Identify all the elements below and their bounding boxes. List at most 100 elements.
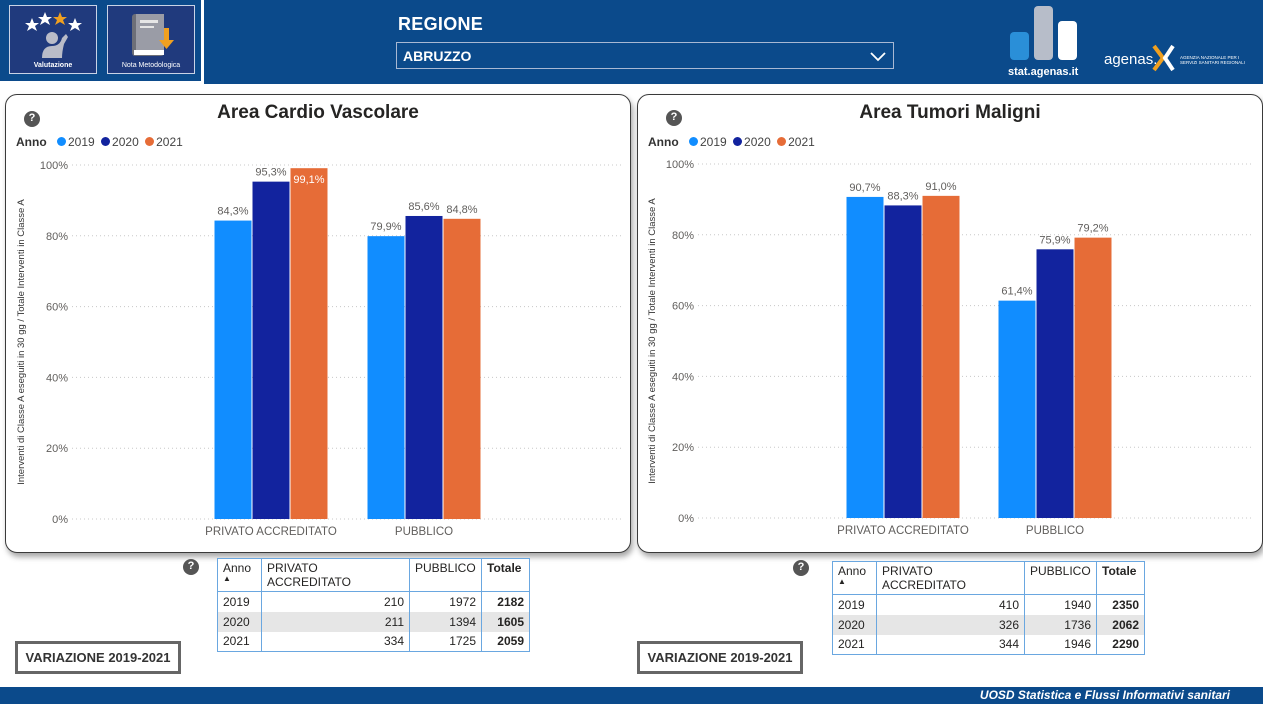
rating-stars-icon <box>25 12 82 58</box>
help-icon[interactable] <box>24 111 40 127</box>
region-dropdown[interactable]: ABRUZZO <box>396 42 894 69</box>
cell-privato: 326 <box>876 614 1025 635</box>
column-header-privato[interactable]: PRIVATO ACCREDITATO <box>261 558 410 592</box>
bar-2020 <box>1036 249 1074 518</box>
y-tick-label: 60% <box>672 301 694 313</box>
x-category-label: PRIVATO ACCREDITATO <box>205 526 337 538</box>
help-icon[interactable] <box>793 560 809 576</box>
cell-totale: 1605 <box>481 611 530 632</box>
bar-2019 <box>214 220 252 519</box>
y-tick-label: 0% <box>678 513 694 525</box>
bar-2021 <box>290 168 328 519</box>
y-tick-label: 40% <box>46 372 68 384</box>
column-header-anno[interactable]: Anno ▲ <box>832 561 877 595</box>
legend-label-2021: 2021 <box>788 135 815 149</box>
legend-dot-2019 <box>57 137 66 146</box>
bar-2021 <box>922 195 960 519</box>
cell-totale: 2182 <box>481 591 530 612</box>
data-label: 84,8% <box>446 204 477 216</box>
table-row: 2021 344 1946 2290 <box>832 634 1145 655</box>
cell-privato: 334 <box>261 631 410 652</box>
bar-2019 <box>367 236 405 520</box>
legend-dot-2021 <box>145 137 155 146</box>
cell-totale: 2350 <box>1096 594 1145 615</box>
table-row: 2019 210 1972 2182 <box>217 591 530 612</box>
x-category-label: PUBBLICO <box>395 526 453 538</box>
footer-text: UOSD Statistica e Flussi Informativi san… <box>979 688 1230 702</box>
footer-bar: UOSD Statistica e Flussi Informativi san… <box>0 687 1263 704</box>
y-tick-label: 100% <box>40 160 68 172</box>
data-table-tumori: Anno ▲ PRIVATO ACCREDITATO PUBBLICO Total… <box>832 561 1145 655</box>
cell-anno: 2021 <box>217 631 262 652</box>
column-header-totale[interactable]: Totale <box>1096 561 1145 595</box>
cell-pubblico: 1972 <box>409 591 482 612</box>
y-tick-label: 80% <box>46 231 68 243</box>
column-header-totale[interactable]: Totale <box>481 558 530 592</box>
data-label: 75,9% <box>1039 234 1070 246</box>
column-header-pubblico[interactable]: PUBBLICO <box>409 558 482 592</box>
legend-label-2019: 2019 <box>700 135 727 149</box>
y-tick-label: 20% <box>672 442 694 454</box>
y-axis-label: Interventi di Classe A eseguiti in 30 gg… <box>647 198 658 484</box>
cell-anno: 2020 <box>832 614 877 635</box>
legend-label-2020: 2020 <box>744 135 771 149</box>
bar-2020 <box>884 205 922 518</box>
table-header-row: Anno ▲ PRIVATO ACCREDITATO PUBBLICO Total… <box>217 558 530 592</box>
legend-label-2020: 2020 <box>112 135 139 149</box>
bar-2020 <box>405 215 443 519</box>
variazione-button[interactable]: VARIAZIONE 2019-2021 <box>637 641 803 674</box>
y-tick-label: 20% <box>46 443 68 455</box>
chart-card-tumori: Area Tumori Maligni Anno 2019 2020 2021 … <box>637 94 1263 553</box>
cell-totale: 2290 <box>1096 634 1145 655</box>
data-label: 95,3% <box>255 167 286 179</box>
column-header-privato[interactable]: PRIVATO ACCREDITATO <box>876 561 1025 595</box>
nota-metodologica-button[interactable]: Nota Metodologica <box>107 5 195 74</box>
agenas-wordmark: agenas. <box>1104 51 1158 68</box>
cell-anno: 2019 <box>832 594 877 615</box>
help-icon[interactable] <box>183 559 199 575</box>
stat-agenas-logo: stat.agenas.it <box>1006 4 1084 80</box>
bar-chart-logo-icon <box>1010 6 1077 60</box>
data-label: 91,0% <box>925 181 956 193</box>
bar-2021 <box>1074 237 1112 518</box>
valutazione-button[interactable]: Valutazione <box>9 5 97 74</box>
cell-pubblico: 1940 <box>1024 594 1097 615</box>
table-header-row: Anno ▲ PRIVATO ACCREDITATO PUBBLICO Total… <box>832 561 1145 595</box>
data-label: 79,9% <box>370 221 401 233</box>
y-tick-label: 80% <box>672 230 694 242</box>
nota-metodologica-label: Nota Metodologica <box>121 62 181 69</box>
stat-agenas-text: stat.agenas.it <box>1008 66 1079 78</box>
book-download-icon <box>132 14 174 56</box>
column-header-anno[interactable]: Anno ▲ <box>217 558 262 592</box>
x-category-label: PUBBLICO <box>1026 525 1084 537</box>
help-icon[interactable] <box>666 110 682 126</box>
variazione-button[interactable]: VARIAZIONE 2019-2021 <box>15 641 181 674</box>
table-row: 2019 410 1940 2350 <box>832 594 1145 615</box>
column-header-pubblico[interactable]: PUBBLICO <box>1024 561 1097 595</box>
data-label: 90,7% <box>849 182 880 194</box>
cell-privato: 210 <box>261 591 410 612</box>
chevron-down-icon <box>870 52 886 62</box>
y-tick-label: 60% <box>46 302 68 314</box>
legend-label-2021: 2021 <box>156 135 183 149</box>
nav-panel: Valutazione Nota Metodologica <box>0 0 204 84</box>
bar-2021 <box>443 218 481 520</box>
data-label: 88,3% <box>887 190 918 202</box>
bar-chart-tumori: 0% 20% 40% 60% 80% 100% Interventi di Classe A… <box>647 159 1253 537</box>
agenas-subtitle: AGENZIA NAZIONALE PER I SERVIZI SANITARI… <box>1180 55 1245 65</box>
bar-2020 <box>252 181 290 519</box>
cell-anno: 2020 <box>217 611 262 632</box>
data-label: 79,2% <box>1077 223 1108 235</box>
bar-2019 <box>846 196 884 518</box>
header-bar: Valutazione Nota Metodologica REGIONE AB… <box>0 0 1263 84</box>
cell-totale: 2062 <box>1096 614 1145 635</box>
cell-pubblico: 1394 <box>409 611 482 632</box>
x-category-label: PRIVATO ACCREDITATO <box>837 525 969 537</box>
data-table-cardio: Anno ▲ PRIVATO ACCREDITATO PUBBLICO Total… <box>217 558 530 652</box>
y-tick-label: 100% <box>666 159 694 171</box>
cell-anno: 2021 <box>832 634 877 655</box>
region-label: REGIONE <box>398 14 484 34</box>
table-row: 2020 211 1394 1605 <box>217 611 530 632</box>
bar-2019 <box>998 300 1036 518</box>
chart-legend: Anno 2019 2020 2021 <box>16 135 183 149</box>
